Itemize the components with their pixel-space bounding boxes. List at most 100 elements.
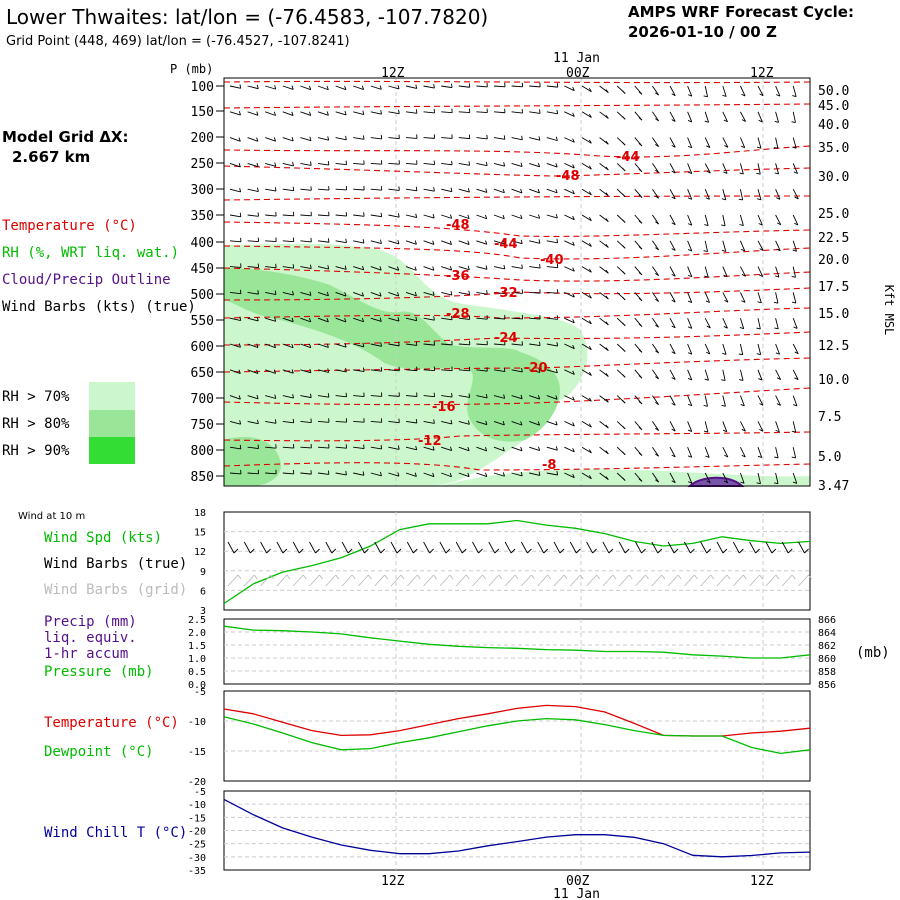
wind-barb (739, 137, 746, 149)
wind-barb (634, 214, 643, 224)
y-tick: -25 (188, 840, 206, 851)
pressure-tick: 800 (191, 444, 214, 459)
wind-barb (652, 343, 660, 354)
wind-barb (370, 444, 383, 450)
wind-barb (616, 85, 626, 94)
wind-barb (282, 111, 294, 116)
wind-barb (703, 85, 708, 98)
wind-barb (229, 212, 242, 218)
wind-barb (370, 186, 383, 191)
wind-barb (265, 187, 277, 192)
wind-barb (247, 187, 259, 192)
wind-barb (265, 369, 277, 374)
wind-barb (317, 211, 330, 217)
wind-barb (423, 446, 435, 451)
wind-barb (634, 472, 643, 482)
time-tick-bottom: 12Z (750, 874, 774, 889)
wind-barb (458, 446, 470, 452)
wind-barb (353, 317, 365, 323)
wind-barb (405, 134, 418, 139)
pressure-tick: 550 (191, 314, 214, 329)
kft-tick: 25.0 (818, 207, 849, 222)
wind-barb (687, 395, 693, 407)
isotherm-label: -16 (432, 400, 456, 415)
wind-barb (493, 420, 505, 426)
wind-barb (564, 395, 575, 401)
time-tick-bottom: 12Z (381, 874, 405, 889)
wind-barb (353, 265, 365, 271)
wind-barb (476, 108, 488, 114)
wind-barb (792, 395, 798, 407)
wind-barb (722, 421, 728, 433)
wind-barb (739, 472, 745, 484)
wind-barb-10m (537, 541, 549, 554)
wind-barb (265, 237, 277, 243)
kft-tick: 15.0 (818, 307, 849, 322)
wind-barb-grid (586, 574, 600, 587)
wind-barb (599, 421, 609, 429)
wind-barb (564, 188, 575, 195)
wind-barb (652, 292, 660, 302)
wind-barb (229, 444, 242, 450)
wind-barb (546, 395, 558, 400)
wind-barb (775, 369, 782, 380)
wind-barb (317, 418, 330, 423)
wind-barbs-true-label: Wind Barbs (true) (44, 556, 187, 572)
wind-barb (652, 137, 660, 148)
wind-barb (687, 85, 693, 97)
wind-barb (529, 471, 541, 476)
wind-barb (423, 134, 436, 139)
wind-barb (476, 161, 488, 167)
wind-barb (703, 395, 708, 407)
wind-barb (616, 111, 626, 120)
wind-barb (441, 291, 453, 296)
wind-barb (652, 85, 660, 96)
wind-barb (423, 240, 435, 245)
wind-barb-grid (243, 574, 258, 587)
wind-barb (740, 111, 746, 122)
wind-barb (265, 469, 277, 475)
wind-barb (300, 470, 312, 475)
y-tick: 6 (200, 586, 206, 597)
kft-tick: 20.0 (818, 253, 849, 268)
wind-barb (247, 394, 259, 400)
wind-barb-10m (358, 541, 369, 554)
wind-barb-grid (227, 574, 242, 587)
wind-barb (599, 292, 609, 300)
wind-barb (634, 163, 643, 173)
wind-barb (335, 160, 347, 166)
wind-barb (581, 395, 592, 402)
y-tick: 0.5 (188, 667, 206, 678)
wind-barb (370, 160, 383, 165)
wind-barb (476, 240, 488, 245)
wind-barb (423, 316, 435, 321)
wind-barb (687, 137, 693, 149)
wind-chill-line (223, 798, 811, 858)
wind-barb (405, 445, 418, 451)
y-tick: 1.5 (188, 641, 206, 652)
wind-barb-grid (358, 574, 372, 587)
wind-barb (792, 369, 799, 381)
wind-barb (581, 85, 592, 93)
wind-barb (599, 111, 609, 119)
wind-barb (282, 343, 294, 349)
wind-barb (441, 393, 453, 398)
wind-barb (423, 419, 435, 424)
wind-barb (634, 240, 643, 250)
wind-barb (300, 291, 312, 296)
wind-barb (739, 395, 745, 407)
y-tick: -5 (194, 787, 206, 798)
wind-barb (669, 395, 676, 406)
wind-barb (546, 289, 559, 294)
wind-barb (511, 108, 523, 114)
wind-barb (775, 395, 781, 406)
wind-barb (599, 214, 609, 223)
wind-barb (757, 189, 762, 201)
wind-barb (388, 213, 400, 218)
pressure-tick: 350 (191, 209, 214, 224)
y-tick-right: 858 (818, 667, 836, 678)
wind-chill-panel: -5 -10 -15 -20 -25 -30 -35 (188, 787, 811, 877)
wind-barb (529, 82, 541, 88)
wind-barb (546, 263, 559, 269)
pressure-tick: 850 (191, 470, 214, 485)
